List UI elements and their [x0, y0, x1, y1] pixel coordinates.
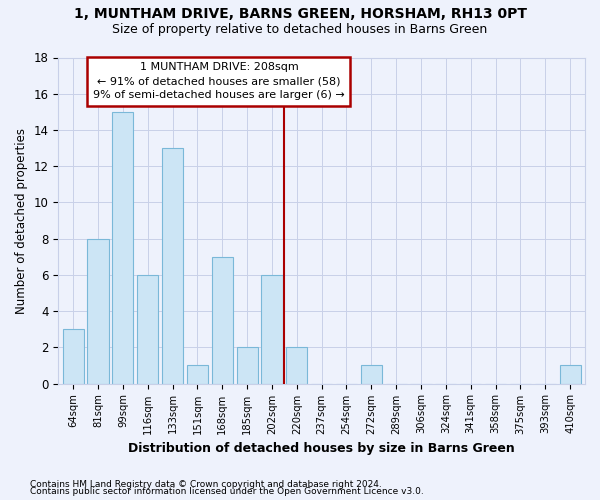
Bar: [262, 275, 283, 384]
Text: 1 MUNTHAM DRIVE: 208sqm
← 91% of detached houses are smaller (58)
9% of semi-det: 1 MUNTHAM DRIVE: 208sqm ← 91% of detache…: [93, 62, 345, 100]
X-axis label: Distribution of detached houses by size in Barns Green: Distribution of detached houses by size …: [128, 442, 515, 455]
Bar: [137, 275, 158, 384]
Bar: [560, 366, 581, 384]
Text: Contains public sector information licensed under the Open Government Licence v3: Contains public sector information licen…: [30, 487, 424, 496]
Y-axis label: Number of detached properties: Number of detached properties: [15, 128, 28, 314]
Bar: [236, 348, 257, 384]
Bar: [361, 366, 382, 384]
Bar: [212, 257, 233, 384]
Bar: [112, 112, 133, 384]
Bar: [187, 366, 208, 384]
Text: Contains HM Land Registry data © Crown copyright and database right 2024.: Contains HM Land Registry data © Crown c…: [30, 480, 382, 489]
Bar: [162, 148, 183, 384]
Bar: [88, 238, 109, 384]
Bar: [286, 348, 307, 384]
Text: Size of property relative to detached houses in Barns Green: Size of property relative to detached ho…: [112, 22, 488, 36]
Text: 1, MUNTHAM DRIVE, BARNS GREEN, HORSHAM, RH13 0PT: 1, MUNTHAM DRIVE, BARNS GREEN, HORSHAM, …: [74, 8, 527, 22]
Bar: [62, 329, 84, 384]
